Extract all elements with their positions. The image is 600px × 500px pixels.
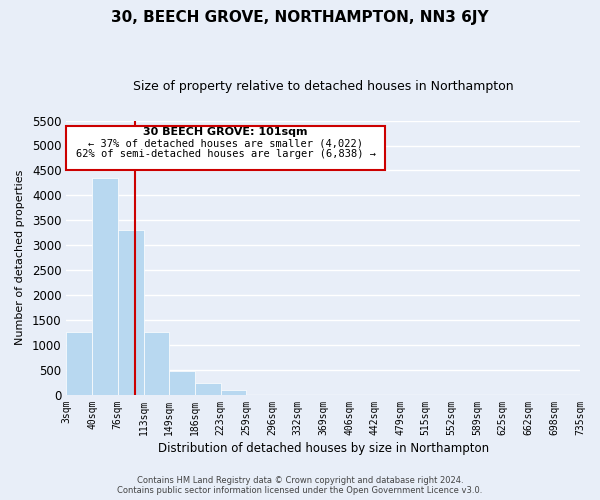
Bar xyxy=(92,178,118,395)
Text: ← 37% of detached houses are smaller (4,022): ← 37% of detached houses are smaller (4,… xyxy=(88,138,363,148)
Bar xyxy=(143,332,169,395)
Bar xyxy=(67,332,92,395)
Text: 30, BEECH GROVE, NORTHAMPTON, NN3 6JY: 30, BEECH GROVE, NORTHAMPTON, NN3 6JY xyxy=(111,10,489,25)
Y-axis label: Number of detached properties: Number of detached properties xyxy=(15,170,25,346)
Bar xyxy=(221,390,246,395)
FancyBboxPatch shape xyxy=(67,126,385,170)
X-axis label: Distribution of detached houses by size in Northampton: Distribution of detached houses by size … xyxy=(158,442,489,455)
Title: Size of property relative to detached houses in Northampton: Size of property relative to detached ho… xyxy=(133,80,514,93)
Bar xyxy=(169,371,195,395)
Text: 62% of semi-detached houses are larger (6,838) →: 62% of semi-detached houses are larger (… xyxy=(76,150,376,160)
Text: Contains HM Land Registry data © Crown copyright and database right 2024.
Contai: Contains HM Land Registry data © Crown c… xyxy=(118,476,482,495)
Bar xyxy=(195,383,221,395)
Bar xyxy=(118,230,143,395)
Text: 30 BEECH GROVE: 101sqm: 30 BEECH GROVE: 101sqm xyxy=(143,128,308,138)
